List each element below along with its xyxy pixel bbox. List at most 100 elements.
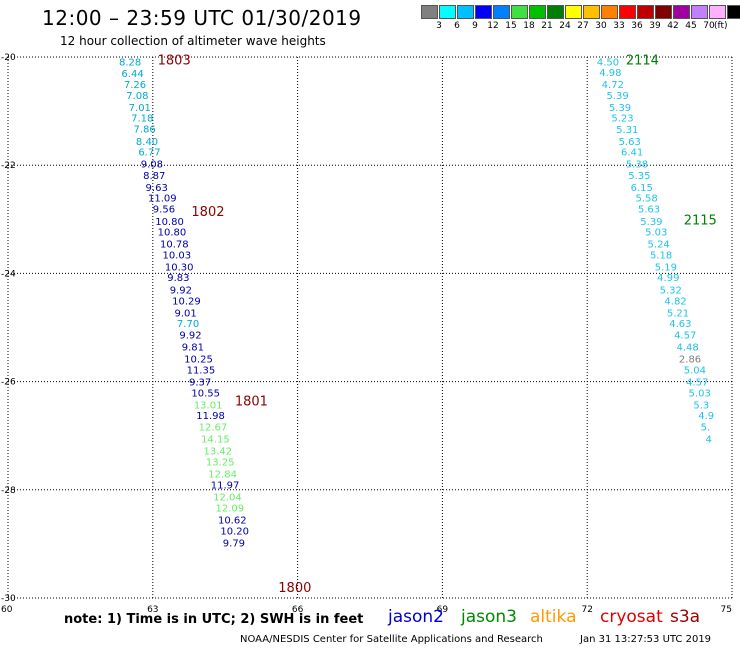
pass-number-label: 1802 <box>191 205 224 220</box>
wave-height-value: 9.92 <box>179 331 201 342</box>
wave-height-value: 5.04 <box>684 366 706 377</box>
wave-height-value: 5.18 <box>650 250 672 261</box>
wave-height-value: 12.67 <box>199 423 228 434</box>
wave-height-value: 4.99 <box>657 273 679 284</box>
wave-height-value: 5.63 <box>638 204 660 215</box>
scale-swatch <box>727 5 740 19</box>
wave-height-value: 9.01 <box>175 308 197 319</box>
lat-tick-label: -26 <box>1 378 16 388</box>
pass-number-label: 2115 <box>684 213 717 228</box>
wave-height-value: 5.39 <box>607 91 629 102</box>
scale-label: 12 <box>487 21 499 31</box>
scale-label: 30 <box>595 21 607 31</box>
wave-height-value: 4.82 <box>664 296 686 307</box>
wave-height-value: 10.55 <box>191 388 220 399</box>
wave-height-value: 6.77 <box>138 148 160 159</box>
pass-labels: 1803 1802 1801 1800 2114 2115 <box>158 54 717 596</box>
wave-height-value: 11.09 <box>148 194 177 205</box>
wave-height-value: 4.50 <box>597 57 619 68</box>
wave-height-value: 7.26 <box>124 80 146 91</box>
wave-height-value: 9.83 <box>167 273 189 284</box>
wave-height-value: 10.29 <box>172 296 201 307</box>
wave-height-value: 5.3 <box>693 400 709 411</box>
wave-height-value: 12.84 <box>208 470 237 481</box>
scale-swatch <box>529 5 546 19</box>
map-title: 12:00 – 23:59 UTC 01/30/2019 <box>42 6 362 30</box>
wave-height-value: 10.20 <box>220 526 249 537</box>
map-grid <box>7 56 733 599</box>
scale-swatch <box>457 5 474 19</box>
scale-label: 21 <box>541 21 553 31</box>
scale-label: 33 <box>613 21 625 31</box>
wave-height-value: 9.79 <box>223 538 245 549</box>
wave-height-value: 8.28 <box>119 57 141 68</box>
pass-number-label: 1801 <box>235 395 268 410</box>
scale-swatch <box>619 5 636 19</box>
pass-number-label: 2114 <box>626 54 659 69</box>
scale-swatch <box>655 5 672 19</box>
wave-height-value: 2.86 <box>679 354 701 365</box>
scale-swatch <box>475 5 492 19</box>
wave-height-value: 7.70 <box>177 319 199 330</box>
pass-number-label: 1800 <box>278 581 311 596</box>
scale-swatch <box>439 5 456 19</box>
scale-swatch <box>565 5 582 19</box>
scale-label: 42 <box>667 21 679 31</box>
scale-label: 15 <box>505 21 517 31</box>
wave-height-value: 10.78 <box>160 240 189 251</box>
wave-height-value: 5.31 <box>616 125 638 136</box>
wave-height-value: 5.21 <box>667 308 689 319</box>
scale-swatch <box>673 5 690 19</box>
wave-height-value: 9.08 <box>141 160 163 171</box>
scale-label: 36 <box>631 21 643 31</box>
wave-height-value: 6.41 <box>621 148 643 159</box>
wave-height-value: 5.39 <box>609 103 631 114</box>
wave-height-value: 4.57 <box>686 378 708 389</box>
scale-label: 45 <box>685 21 697 31</box>
color-scale <box>421 5 740 19</box>
wave-height-value: 5.03 <box>689 388 711 399</box>
wave-height-value: 7.86 <box>133 124 155 135</box>
lat-tick-label: -28 <box>1 486 16 496</box>
lat-tick-label: -22 <box>1 161 16 171</box>
scale-label: 3 <box>436 21 442 31</box>
wave-height-value: 4.9 <box>698 411 714 422</box>
wave-height-value: 5.32 <box>660 286 682 297</box>
wave-height-value: 14.15 <box>201 434 230 445</box>
scale-label: 70 <box>703 21 715 31</box>
wave-height-value: 9.81 <box>182 342 204 353</box>
scale-swatch <box>691 5 708 19</box>
wave-height-value: 9.63 <box>146 183 168 194</box>
wave-height-value: 5.38 <box>626 160 648 171</box>
wave-height-value: 10.62 <box>218 516 247 527</box>
scale-label: 27 <box>577 21 589 31</box>
wave-height-value: 11.97 <box>211 480 240 491</box>
scale-label: 6 <box>454 21 460 31</box>
wave-height-value: 5.03 <box>645 228 667 239</box>
wave-height-value: 12.09 <box>216 504 245 515</box>
wave-height-value: 4.72 <box>602 80 624 91</box>
lon-tick-label: 63 <box>147 605 158 615</box>
legend-entry: s3a <box>670 607 701 627</box>
legend-entry: jason3 <box>461 607 517 627</box>
wave-height-value: 6.44 <box>121 69 143 80</box>
wave-height-value: 13.42 <box>203 446 232 457</box>
wave-height-value: 7.08 <box>126 91 148 102</box>
wave-height-value: 5.24 <box>648 240 670 251</box>
legend-entry: altika <box>530 607 577 627</box>
map-subtitle: 12 hour collection of altimeter wave hei… <box>60 34 326 48</box>
scale-swatch <box>511 5 528 19</box>
wave-height-value: 5.58 <box>635 194 657 205</box>
wave-height-value: 11.35 <box>187 366 216 377</box>
wave-height-value: 5.23 <box>611 114 633 125</box>
wave-height-value: 10.30 <box>165 262 194 273</box>
scale-swatch <box>709 5 726 19</box>
wave-height-value: 7.18 <box>131 114 153 125</box>
lat-tick-label: -30 <box>1 594 16 604</box>
scale-swatch <box>493 5 510 19</box>
wave-height-value: 10.03 <box>162 250 191 261</box>
scale-swatch <box>547 5 564 19</box>
scale-label: 9 <box>472 21 478 31</box>
lon-tick-label: 69 <box>437 605 449 615</box>
wave-height-value: 8.87 <box>143 171 165 182</box>
